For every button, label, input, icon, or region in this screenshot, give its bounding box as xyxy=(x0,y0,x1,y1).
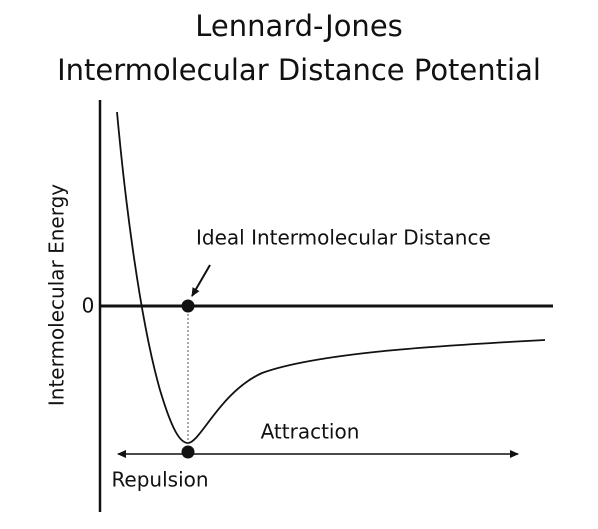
ideal-point xyxy=(181,299,195,313)
title-line2: Intermolecular Distance Potential xyxy=(57,53,541,87)
ideal-distance-label: Ideal Intermolecular Distance xyxy=(196,226,491,250)
zero-label: 0 xyxy=(82,294,95,318)
potential-curve xyxy=(116,111,546,444)
title-line1: Lennard-Jones xyxy=(195,9,403,43)
attraction-label: Attraction xyxy=(261,420,360,444)
y-axis-label: Intermolecular Energy xyxy=(45,184,69,406)
base-point xyxy=(181,445,195,459)
repulsion-label: Repulsion xyxy=(111,468,208,492)
pointer-arrow xyxy=(191,264,211,297)
